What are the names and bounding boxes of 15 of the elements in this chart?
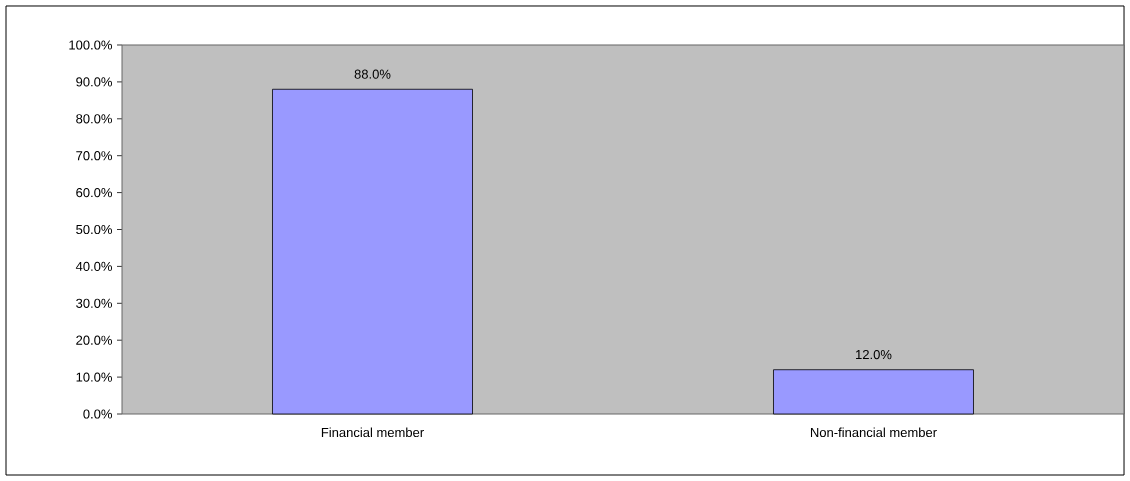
y-tick-label: 90.0% [76, 77, 112, 87]
y-tick-label: 80.0% [76, 114, 112, 124]
y-tick-label: 100.0% [69, 40, 112, 50]
data-label: 12.0% [856, 349, 892, 360]
y-tick-label: 40.0% [75, 261, 112, 271]
y-tick-label: 0.0% [83, 409, 112, 419]
y-tick-label: 60.0% [76, 187, 112, 198]
y-tick-label: 70.0% [76, 151, 112, 161]
y-tick-label: 50.0% [76, 224, 112, 235]
x-tick-label: Financial member [321, 427, 424, 438]
data-label: 88.0% [354, 69, 391, 79]
y-tick-label: 20.0% [76, 335, 112, 345]
y-tick-label: 30.0% [76, 298, 112, 308]
y-tick-label: 10.0% [76, 372, 112, 382]
x-tick-label: Non-financial member [810, 427, 937, 438]
